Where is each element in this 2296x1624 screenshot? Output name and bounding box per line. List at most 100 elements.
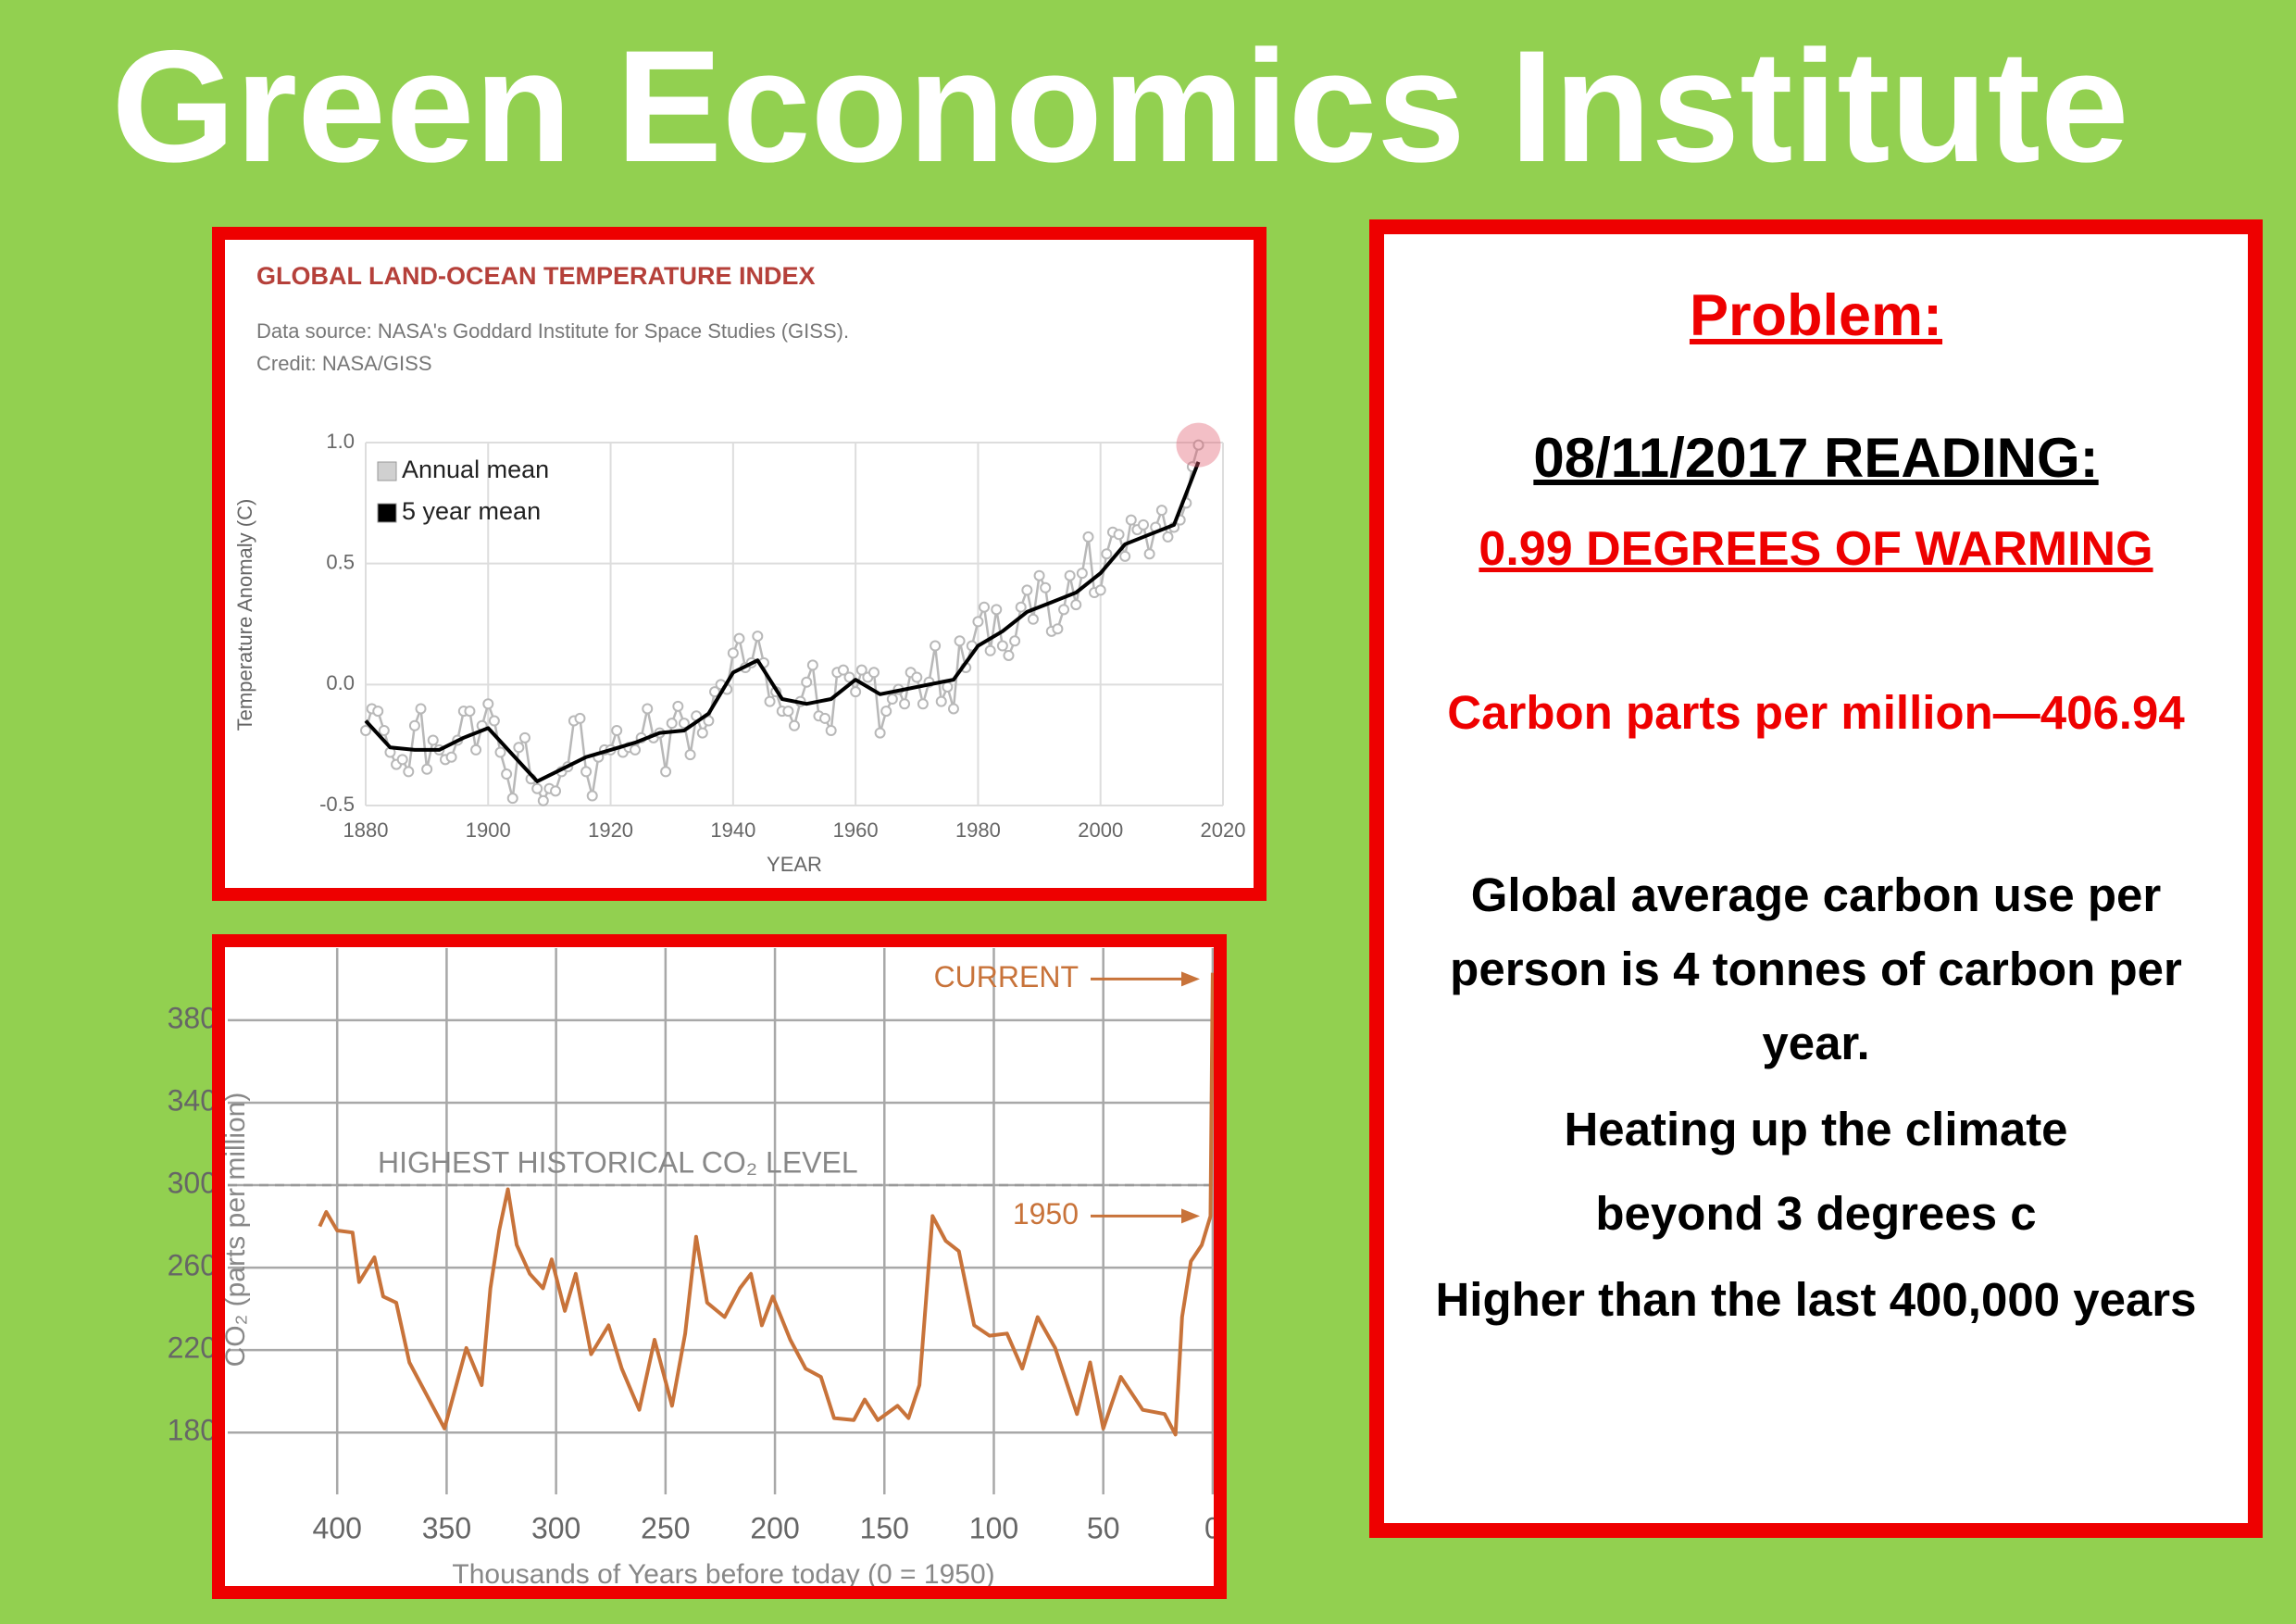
panel-text: Heating up the climate [1564,1103,2068,1156]
data-point [837,664,849,676]
data-point [684,749,696,761]
annotation-label: 1950 [1013,1197,1079,1230]
data-point [501,768,513,781]
data-point [396,754,408,766]
data-point [942,681,954,693]
y-tick-label: 260 [168,1249,217,1282]
x-tick-label: 350 [422,1511,471,1544]
y-tick-label: 380 [168,1001,217,1034]
data-point [782,706,794,718]
data-point [1082,531,1094,543]
data-point [819,712,831,724]
data-point [935,695,947,707]
data-point [1192,439,1204,451]
legend-label: Annual mean [402,456,549,483]
data-point [855,664,867,676]
data-point [642,703,654,715]
x-tick-label: 300 [531,1511,580,1544]
data-point [1101,548,1113,560]
data-point [1094,584,1106,596]
data-point [764,695,776,707]
chart-frame [212,934,1227,1599]
panel-reading: 08/11/2017 READING: [1533,427,2099,489]
data-point [1155,505,1167,517]
arrow-head [1181,1208,1200,1224]
legend-label: 5 year mean [402,497,541,525]
data-point [696,727,708,739]
problem-panel: Problem: 08/11/2017 READING: 0.99 DEGREE… [1369,219,2263,1538]
data-point [1015,601,1027,613]
data-point [954,635,966,647]
x-tick-label: 1960 [833,818,879,842]
x-tick-label: 200 [750,1511,799,1544]
data-point [537,794,549,806]
data-point [1009,635,1021,647]
chart-subtitle: Data source: NASA's Goddard Institute fo… [256,319,849,343]
data-point [464,706,476,718]
panel-text: beyond 3 degrees c [1595,1187,2037,1240]
x-tick-label: 250 [641,1511,690,1544]
y-axis-label: CO₂ (parts per million) [220,1093,251,1368]
data-point [850,686,862,698]
data-point [1143,548,1155,560]
data-point [1033,569,1045,581]
data-point [1003,649,1015,661]
y-tick-label: -0.5 [319,793,355,816]
x-tick-label: 1900 [466,818,511,842]
data-point [378,724,390,736]
y-tick-label: 0.5 [326,550,355,573]
data-point [1113,529,1125,541]
x-tick-label: 2020 [1201,818,1246,842]
data-point [427,734,439,746]
y-tick-label: 220 [168,1331,217,1365]
data-point [1162,531,1174,543]
data-point [421,763,433,775]
panel-warming: 0.99 DEGREES OF WARMING [1479,522,2153,576]
x-tick-label: 2000 [1078,818,1123,842]
x-tick-label: 400 [313,1511,362,1544]
data-point [801,676,813,688]
data-point [445,751,457,763]
data-point [984,644,996,656]
panel-text: Global average carbon use per person is … [1450,868,2182,1069]
data-point [806,659,818,671]
data-point [867,667,880,679]
data-point [672,700,684,712]
data-point [1138,518,1150,531]
data-point [733,632,745,644]
series-line [364,461,1201,783]
data-point [825,724,837,736]
data-point [752,631,764,643]
charts: -0.5 0.0 0.5 1.0 1880 1900 1920 1940 1960 1980 200… [168,262,1246,1590]
x-axis-label: YEAR [767,853,822,876]
data-point [1064,569,1076,581]
data-point [531,782,543,794]
data-point [415,703,427,715]
data-point [972,616,984,628]
data-point [874,727,886,739]
panel-heading: Problem: [1689,283,1943,348]
y-tick-label: 0.0 [326,671,355,694]
slide-title: Green Economics Institute [111,18,2128,195]
x-tick-label: 1920 [588,818,633,842]
x-tick-label: 50 [1087,1511,1120,1544]
data-point [1070,599,1082,611]
data-point [1076,568,1088,580]
data-point [580,766,593,778]
data-point [917,698,929,710]
data-point [482,698,494,710]
data-point [1040,581,1052,593]
data-point [518,731,530,743]
series-line [318,972,1215,1437]
data-point [494,746,506,758]
x-tick-label: 100 [969,1511,1018,1544]
data-point [574,712,586,724]
legend-swatch [377,503,397,523]
data-point [360,724,371,736]
y-axis-label: Temperature Anomaly (C) [233,499,256,731]
data-point [470,743,482,756]
data-point [1119,550,1131,562]
arrow-head [1181,971,1200,987]
